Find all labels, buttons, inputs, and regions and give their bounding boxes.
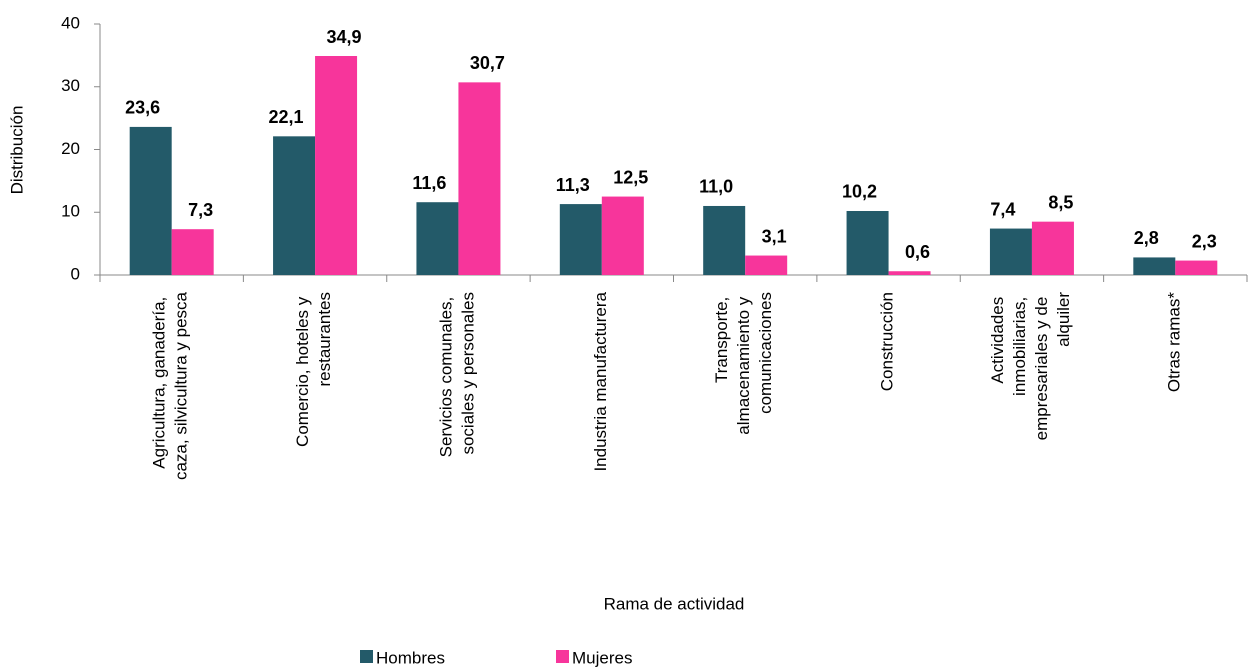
bar	[989, 228, 1032, 275]
legend-swatch	[360, 650, 373, 663]
value-label: 34,9	[327, 27, 362, 47]
y-tick-label: 20	[61, 139, 80, 158]
value-label: 11,0	[699, 177, 733, 197]
x-tick-label: Otras ramas*	[1165, 292, 1184, 393]
bar	[1133, 257, 1176, 275]
bar	[171, 229, 214, 275]
bar	[315, 56, 358, 275]
legend-label: Hombres	[376, 648, 445, 667]
bar	[846, 210, 889, 275]
value-label: 11,6	[412, 173, 446, 193]
x-tick-label: Actividades inmobiliarias, empresariales…	[988, 292, 1073, 441]
value-label: 2,8	[1134, 228, 1159, 248]
x-tick-label: Industria manufacturera	[591, 291, 610, 471]
bar	[129, 126, 172, 275]
y-axis-title: Distribución	[7, 106, 26, 195]
y-tick-label: 0	[71, 264, 80, 283]
bar	[888, 271, 931, 275]
y-tick-label: 40	[61, 13, 80, 32]
value-label: 22,1	[269, 107, 304, 127]
x-tick-label: Construcción	[878, 292, 897, 391]
legend-swatch	[556, 650, 569, 663]
x-tick-label: Servicios comunales, sociales y personal…	[437, 292, 478, 457]
value-label: 0,6	[905, 242, 930, 262]
value-label: 11,3	[556, 175, 590, 195]
bar	[458, 82, 501, 275]
value-label: 8,5	[1048, 192, 1073, 212]
legend-label: Mujeres	[572, 648, 632, 667]
value-label: 7,3	[188, 200, 213, 220]
bar	[703, 205, 746, 275]
bar	[273, 136, 316, 275]
bar	[559, 204, 602, 275]
value-label: 23,6	[125, 98, 160, 118]
bar	[745, 255, 788, 275]
x-tick-label: Comercio, hoteles y restaurantes	[294, 292, 335, 447]
y-tick-label: 30	[61, 76, 80, 95]
y-tick-label: 10	[61, 202, 80, 221]
x-tick-label: Transporte, almacenamiento y comunicacio…	[713, 292, 776, 435]
value-label: 12,5	[613, 167, 648, 187]
bar	[416, 202, 459, 275]
bar	[1031, 221, 1074, 275]
value-label: 30,7	[470, 53, 505, 73]
x-axis-title: Rama de actividad	[604, 594, 745, 613]
value-label: 10,2	[842, 182, 877, 202]
bar	[601, 196, 644, 275]
value-label: 3,1	[762, 226, 787, 246]
bar	[1175, 260, 1218, 275]
x-tick-label: Agricultura, ganadería, caza, silvicultu…	[150, 291, 191, 480]
value-label: 7,4	[990, 199, 1015, 219]
value-label: 2,3	[1192, 231, 1217, 251]
